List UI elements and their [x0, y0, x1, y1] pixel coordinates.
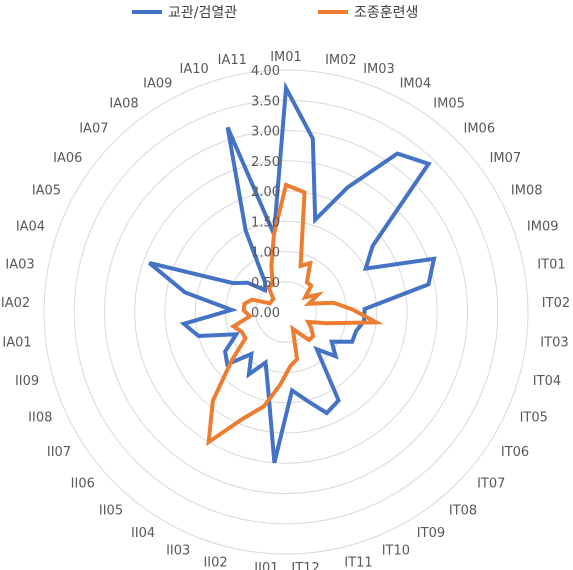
category-label: IM01 — [270, 50, 302, 65]
grid-ring — [134, 160, 438, 464]
grid-ring — [73, 99, 499, 525]
category-label: IA08 — [109, 97, 138, 112]
legend-swatch-series-2 — [318, 10, 348, 14]
category-label: IM05 — [433, 97, 465, 112]
category-label: IT12 — [291, 561, 319, 570]
category-label: IA02 — [1, 296, 30, 311]
category-label: IA05 — [32, 184, 61, 199]
radial-tick-label: 2.50 — [251, 155, 280, 170]
category-label: II03 — [166, 543, 190, 558]
category-label: IM09 — [527, 220, 559, 235]
category-label: IT03 — [540, 335, 568, 350]
radial-tick-label: 3.00 — [251, 125, 280, 140]
legend-label-series-2: 조종훈련생 — [354, 5, 419, 21]
category-label: IM02 — [325, 53, 357, 68]
category-label: II09 — [15, 374, 39, 389]
radial-tick-label: 1.00 — [251, 246, 280, 261]
category-label: IT01 — [537, 257, 565, 272]
category-label: IT05 — [520, 411, 548, 426]
radial-tick-label: 3.50 — [251, 94, 280, 109]
category-label: IA01 — [2, 335, 31, 350]
category-label: IT11 — [344, 555, 372, 570]
radial-tick-label: 4.00 — [251, 64, 280, 79]
legend-label-series-1: 교관/검열관 — [168, 5, 238, 21]
category-label: II05 — [99, 504, 123, 519]
grid-ring — [43, 69, 529, 555]
category-label: II07 — [47, 445, 71, 460]
category-label: IT04 — [533, 374, 561, 389]
category-label: II08 — [28, 411, 52, 426]
radial-tick-label: 0.00 — [251, 306, 280, 321]
category-label: IM07 — [490, 151, 522, 166]
category-label: IT06 — [501, 445, 529, 460]
legend-item-series-2: 조종훈련생 — [318, 2, 418, 22]
category-label: IA06 — [53, 151, 82, 166]
category-label: IA09 — [143, 77, 172, 92]
radial-tick-label: 0.50 — [251, 276, 280, 291]
series-line-1 — [148, 81, 437, 464]
category-label: IT10 — [382, 543, 410, 558]
grid-ring — [255, 281, 317, 343]
grid-ring — [164, 190, 408, 434]
category-label: IA03 — [5, 257, 34, 272]
category-label: IM08 — [511, 184, 543, 199]
radial-tick-label: 1.50 — [251, 215, 280, 230]
legend-swatch-series-1 — [132, 10, 162, 14]
category-label: IA04 — [16, 220, 45, 235]
category-label: IA11 — [218, 53, 247, 68]
grid-ring — [194, 220, 378, 404]
category-label: IA10 — [180, 62, 209, 77]
grid-ring — [104, 130, 468, 494]
category-label: IA07 — [79, 122, 108, 137]
category-label: II04 — [131, 526, 155, 541]
legend-item-series-1: 교관/검열관 — [132, 2, 237, 22]
category-label: IT09 — [417, 526, 445, 541]
category-label: IT02 — [542, 296, 570, 311]
category-label: II06 — [71, 476, 95, 491]
category-label: IT08 — [449, 504, 477, 519]
series-line-2 — [206, 182, 384, 447]
category-label: IM03 — [363, 62, 395, 77]
category-label: IM06 — [464, 122, 496, 137]
category-label: II01 — [254, 561, 278, 570]
category-label: IT07 — [477, 476, 505, 491]
category-label: IM04 — [400, 77, 432, 92]
category-label: II02 — [203, 555, 227, 570]
radial-tick-label: 2.00 — [251, 185, 280, 200]
chart-legend: 교관/검열관 조종훈련생 — [0, 0, 573, 22]
